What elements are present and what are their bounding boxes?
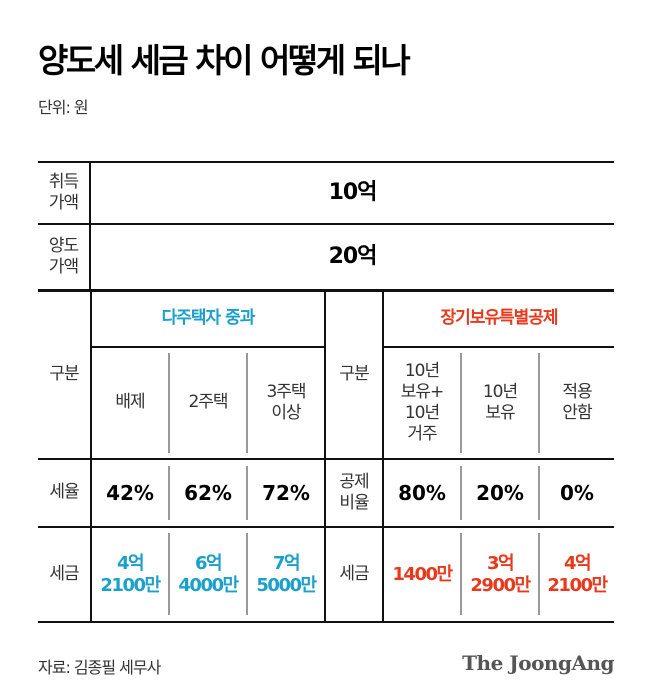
deduction-rate-value: 20% <box>476 480 524 505</box>
right-col-header: 적용 안함 <box>540 348 614 458</box>
col-divider <box>89 162 91 290</box>
left-col-header: 2주택 <box>188 392 228 413</box>
tax-rate-label: 세율 <box>49 482 79 503</box>
publisher-logo: The JoongAng <box>462 651 614 675</box>
tax-rate-value: 42% <box>106 480 154 505</box>
amount-line: 7억 <box>272 552 301 574</box>
table-bottom-border <box>38 621 614 623</box>
label-line: 취득 <box>48 171 79 192</box>
row-divider <box>91 346 325 348</box>
row-divider <box>383 346 614 348</box>
sub-divider <box>168 353 170 453</box>
label-line: 적용 <box>562 381 592 402</box>
label-line: 보유 <box>485 403 515 423</box>
label-line: 10년 <box>482 381 518 402</box>
amount-line: 4억 <box>116 552 145 574</box>
label-line: 양도 <box>48 235 79 256</box>
sub-divider <box>538 353 540 453</box>
amount-line: 2100만 <box>547 574 608 596</box>
amount-line: 3억 <box>486 552 515 574</box>
tax-amount-value: 4억 2100만 <box>92 528 168 621</box>
tax-rate-value: 62% <box>184 480 232 505</box>
acquisition-label: 취득 가액 <box>38 163 89 223</box>
table-top-border <box>38 161 614 163</box>
multi-home-surcharge-title: 다주택자 중과 <box>161 308 256 329</box>
label-line: 보유+ <box>400 381 445 402</box>
label-line: 가액 <box>48 193 79 213</box>
left-col-header: 3주택 이상 <box>248 348 324 458</box>
sub-divider <box>460 533 462 615</box>
deduction-rate-label: 공제 비율 <box>326 460 382 526</box>
label-line: 10년 <box>404 403 440 423</box>
label-line: 공제 <box>339 471 369 492</box>
right-col-header: 10년 보유 <box>462 348 538 458</box>
col-divider <box>382 291 384 622</box>
amount-line: 2100만 <box>100 574 161 596</box>
amount-line: 4억 <box>563 552 592 574</box>
transfer-value: 20억 <box>328 244 378 270</box>
row-divider <box>38 223 614 225</box>
tax-amount-label: 세금 <box>339 563 369 584</box>
right-col-header: 10년 보유+ 10년 거주 <box>384 348 460 458</box>
amount-line: 5000만 <box>256 574 317 596</box>
label-line: 3주택 <box>266 381 306 402</box>
unit-note: 단위: 원 <box>38 98 89 117</box>
tax-amount-value: 6억 4000만 <box>170 528 246 621</box>
sub-divider <box>460 466 462 520</box>
left-category-label: 구분 <box>49 364 79 385</box>
sub-divider <box>538 533 540 615</box>
long-term-deduction-title: 장기보유특별공제 <box>440 308 558 329</box>
label-line: 10년 <box>404 360 440 381</box>
sub-divider <box>246 533 248 615</box>
amount-line: 6억 <box>194 552 223 574</box>
sub-divider <box>168 533 170 615</box>
tax-rate-value: 72% <box>262 480 310 505</box>
row-divider <box>38 526 614 528</box>
label-line: 비율 <box>339 493 369 513</box>
col-divider <box>90 291 92 622</box>
sub-divider <box>246 353 248 453</box>
tax-amount-value: 4억 2100만 <box>540 528 614 621</box>
sub-divider <box>246 466 248 520</box>
label-line: 거주 <box>407 424 437 445</box>
sub-divider <box>460 353 462 453</box>
row-divider <box>38 458 614 460</box>
page-title: 양도세 세금 차이 어떻게 되나 <box>38 41 411 80</box>
source-note: 자료: 김종필 세무사 <box>38 658 161 677</box>
tax-amount-value: 7억 5000만 <box>248 528 324 621</box>
tax-amount-label: 세금 <box>49 563 79 584</box>
deduction-rate-value: 0% <box>560 480 594 505</box>
acquisition-value: 10억 <box>328 180 378 206</box>
label-line: 이상 <box>271 403 301 423</box>
tax-amount-value: 1400만 <box>392 563 453 585</box>
label-line: 안함 <box>562 403 592 423</box>
label-line: 가액 <box>48 257 79 277</box>
row-divider <box>38 289 614 292</box>
amount-line: 4000만 <box>178 574 239 596</box>
sub-divider <box>168 466 170 520</box>
col-divider <box>324 291 326 622</box>
right-category-label: 구분 <box>339 364 369 385</box>
tax-amount-value: 3억 2900만 <box>462 528 538 621</box>
deduction-rate-value: 80% <box>398 480 446 505</box>
sub-divider <box>538 466 540 520</box>
transfer-label: 양도 가액 <box>38 225 89 289</box>
left-col-header: 배제 <box>115 392 145 413</box>
amount-line: 2900만 <box>470 574 531 596</box>
